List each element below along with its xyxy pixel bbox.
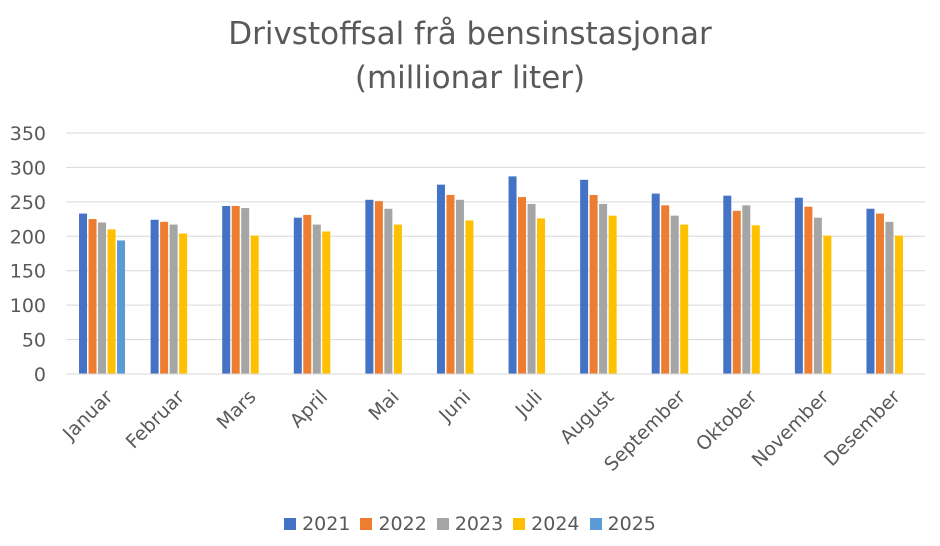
bar-2021-juli [508, 176, 517, 374]
x-tick-label: Juli [511, 386, 547, 422]
legend-item-2022: 2022 [360, 513, 427, 535]
bar-2022-august [589, 194, 598, 374]
legend-swatch [589, 518, 602, 530]
legend-item-2024: 2024 [513, 513, 580, 535]
bar-2021-mars [222, 205, 231, 374]
y-tick-label: 300 [10, 157, 46, 179]
x-tick-label: Januar [58, 386, 117, 445]
bar-2021-desember [866, 208, 875, 374]
y-tick-label: 50 [22, 330, 46, 352]
bar-2022-september [661, 205, 670, 374]
bar-2023-mai [384, 208, 393, 374]
y-tick-label: 350 [10, 123, 46, 145]
bar-2022-januar [88, 219, 97, 374]
legend-label: 2024 [531, 513, 580, 535]
bar-2023-mars [241, 208, 250, 374]
bar-2022-april [303, 214, 312, 374]
bar-2024-juli [537, 218, 546, 374]
legend-item-2021: 2021 [284, 513, 350, 535]
y-tick-label: 0 [34, 364, 46, 386]
bar-2023-oktober [742, 205, 751, 374]
x-tick-label: Juni [434, 386, 475, 427]
legend-item-2023: 2023 [436, 513, 504, 535]
bar-2024-april [322, 231, 331, 374]
x-tick-label: November [748, 386, 834, 472]
bar-2021-april [293, 217, 302, 374]
bar-2024-mai [393, 224, 402, 374]
bar-2023-november [813, 217, 822, 374]
x-tick-label: Mai [365, 386, 404, 425]
x-tick-label: August [556, 386, 619, 449]
bar-2023-juli [527, 203, 536, 374]
x-tick-label: April [286, 386, 332, 432]
bar-2022-oktober [732, 210, 741, 374]
bar-2024-mars [250, 235, 259, 374]
x-tick-label: Oktober [692, 386, 762, 456]
bar-2025-januar [117, 240, 126, 374]
bar-2023-september [670, 215, 679, 374]
legend-label: 2021 [302, 513, 351, 535]
bar-2023-juni [455, 199, 464, 374]
x-tick-label: Mars [213, 386, 261, 434]
bar-2021-september [651, 193, 660, 374]
bar-2021-juni [436, 184, 445, 374]
legend-label: 2022 [378, 513, 427, 535]
legend-swatch [284, 518, 297, 530]
legend-item-2025: 2025 [589, 513, 656, 535]
y-tick-label: 250 [10, 192, 46, 214]
bar-2024-januar [107, 229, 116, 374]
legend-label: 2025 [607, 513, 656, 535]
legend-swatch [360, 518, 373, 530]
bar-2022-desember [875, 213, 884, 374]
y-tick-label: 200 [10, 226, 46, 248]
chart-subtitle: (millionar liter) [354, 60, 586, 96]
x-tick-label: Februar [122, 386, 189, 453]
bar-2021-november [794, 197, 803, 374]
bar-2022-mars [231, 205, 240, 374]
bar-2022-februar [160, 221, 169, 374]
bar-2024-oktober [751, 225, 760, 374]
chart-title: Drivstoffsal frå bensinstasjonar [228, 16, 712, 52]
bar-2022-mai [374, 201, 383, 374]
x-tick-label: Desember [820, 386, 905, 471]
bar-2024-juni [465, 220, 474, 374]
bar-2021-mai [365, 199, 374, 374]
bar-2023-februar [169, 224, 178, 374]
legend-swatch [436, 518, 449, 530]
bar-2021-februar [150, 219, 159, 374]
bar-2024-november [823, 235, 832, 374]
bar-2023-august [599, 203, 608, 374]
bar-2021-oktober [723, 195, 732, 374]
bar-2024-august [608, 215, 617, 374]
bar-2023-januar [98, 222, 107, 374]
bar-2024-desember [894, 235, 903, 374]
legend-swatch [513, 518, 526, 530]
legend-label: 2023 [454, 513, 504, 535]
bar-2022-juni [446, 194, 455, 374]
bar-2023-april [312, 224, 321, 374]
y-tick-label: 150 [10, 261, 46, 283]
bar-2021-august [580, 179, 589, 374]
bar-2022-juli [518, 197, 527, 374]
bar-2022-november [804, 206, 813, 374]
bar-2024-september [680, 224, 689, 374]
bar-2021-januar [79, 213, 88, 374]
bar-2024-februar [179, 233, 188, 374]
legend: 2021 2022 2023 2024 2025 [0, 513, 940, 535]
y-tick-label: 100 [10, 295, 46, 317]
bar-2023-desember [885, 221, 894, 374]
